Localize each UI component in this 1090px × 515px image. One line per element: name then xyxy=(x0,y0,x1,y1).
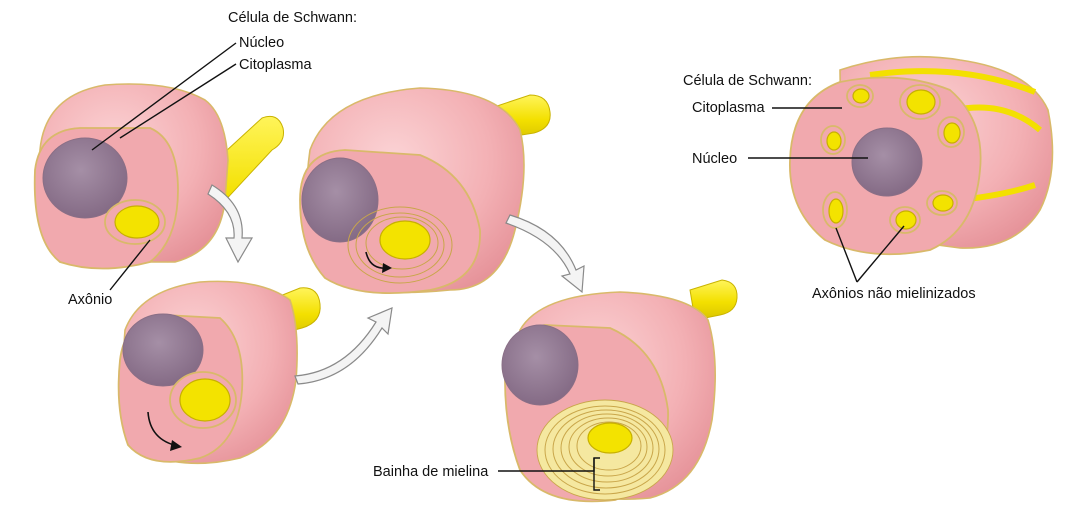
transition-arrow-1 xyxy=(207,184,254,264)
leader-nucleus-left xyxy=(91,42,237,151)
label-myelin-sheath: Bainha de mielina xyxy=(373,464,489,480)
leader-unmyelinated-2 xyxy=(856,225,905,283)
leader-unmyelinated-1 xyxy=(835,227,858,283)
label-unmyelinated-axons: Axônios não mielinizados xyxy=(812,286,976,302)
label-schwann-title-left: Célula de Schwann: xyxy=(228,10,357,26)
label-cytoplasm-left: Citoplasma xyxy=(239,57,312,73)
nucleus-4 xyxy=(501,324,579,406)
stage-2-cell xyxy=(117,280,321,465)
wrap-ring-3a xyxy=(347,206,453,284)
label-cytoplasm-right: Citoplasma xyxy=(692,100,765,116)
nucleus-1 xyxy=(42,137,128,219)
stage-1-cell xyxy=(33,83,284,270)
axon-section-4 xyxy=(587,422,633,454)
axon-section-2 xyxy=(179,378,231,422)
label-schwann-title-right: Célula de Schwann: xyxy=(683,73,812,89)
myelin-bracket xyxy=(593,457,600,491)
myelin-lamellae xyxy=(544,405,666,495)
stage-3-cell xyxy=(299,87,551,294)
leader-axon xyxy=(109,239,151,291)
axon-strip-1 xyxy=(869,68,1037,95)
bundle-axon-sections xyxy=(820,84,965,234)
label-axon: Axônio xyxy=(68,292,112,308)
wrap-arrowhead-2 xyxy=(170,440,182,451)
wrap-arrowhead-3 xyxy=(382,263,392,273)
stage-4-cell xyxy=(501,279,738,503)
nucleus-3 xyxy=(301,157,379,243)
bundle-nucleus xyxy=(851,127,923,197)
label-nucleus-left: Núcleo xyxy=(239,35,284,51)
transition-arrow-3 xyxy=(505,214,585,294)
axon-section-3 xyxy=(379,220,431,260)
axon-tube-4 xyxy=(689,279,738,321)
label-nucleus-right: Núcleo xyxy=(692,151,737,167)
nucleus-2 xyxy=(122,313,204,387)
leader-cytoplasm-left xyxy=(119,63,237,139)
transition-arrow-2 xyxy=(294,307,393,385)
unmyelinated-bundle xyxy=(789,55,1054,256)
wrap-ring-3b xyxy=(355,212,445,278)
wrap-ring-3c xyxy=(365,216,439,270)
axon-section-1 xyxy=(114,205,160,239)
